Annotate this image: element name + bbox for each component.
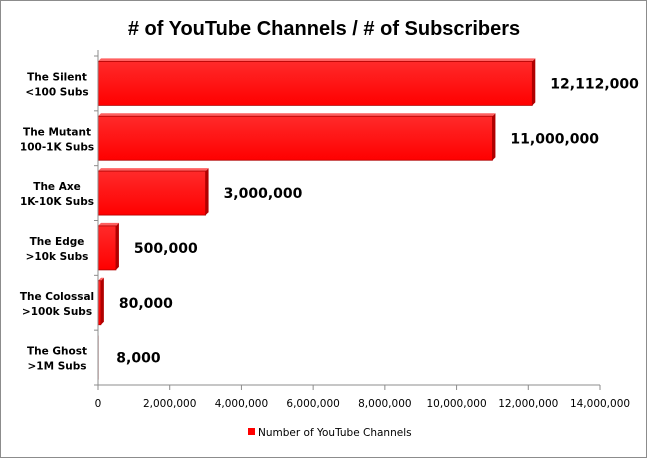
bar [97,113,496,161]
x-tick-label: 10,000,000 [427,398,487,410]
bar [97,168,209,216]
x-tick-label: 6,000,000 [286,398,339,410]
x-tick-label: 0 [95,398,102,410]
bar [97,277,104,326]
axes [94,50,600,386]
legend-swatch [248,428,255,435]
bar [97,58,536,106]
data-label: 500,000 [134,241,198,257]
category-label: The Edge >10k Subs [26,236,89,263]
category-label: The Colossal >100k Subs [20,291,94,318]
bar [97,222,119,271]
data-label: 3,000,000 [224,186,303,202]
x-axis-ticks: 0 2,000,000 4,000,000 6,000,000 8,000,000 10,… [95,385,630,410]
category-labels: The Silent <100 Subs The Mutant 100-1K Subs… [20,71,94,372]
data-label: 12,112,000 [550,76,639,92]
bars [97,58,536,380]
data-labels: 12,112,000 11,000,000 3,000,000 500,000 80,0… [116,76,639,366]
chart-title: # of YouTube Channels / # of Subscribers [128,18,520,40]
legend: Number of YouTube Channels [248,427,412,439]
legend-label: Number of YouTube Channels [258,427,412,439]
data-label: 8,000 [116,351,161,367]
x-tick-label: 12,000,000 [498,398,558,410]
x-tick-label: 8,000,000 [358,398,411,410]
data-label: 11,000,000 [510,131,599,147]
data-label: 80,000 [119,296,173,312]
category-label: The Mutant 100-1K Subs [20,126,94,153]
category-label: The Ghost >1M Subs [27,346,87,373]
category-label: The Axe 1K-10K Subs [20,181,94,208]
x-tick-label: 2,000,000 [143,398,196,410]
x-tick-label: 14,000,000 [570,398,630,410]
x-tick-label: 4,000,000 [215,398,268,410]
category-label: The Silent <100 Subs [25,71,88,98]
